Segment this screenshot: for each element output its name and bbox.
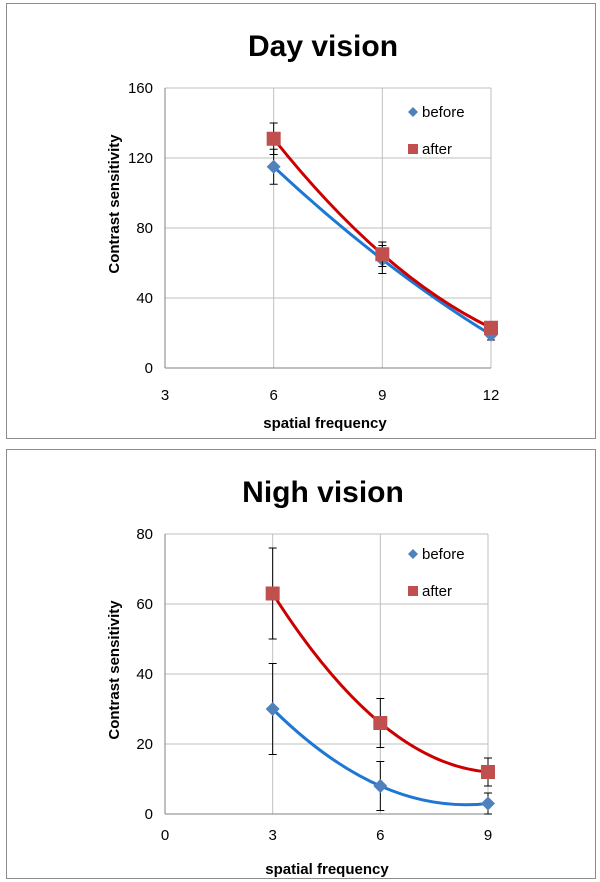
x-axis-title: spatial frequency <box>265 861 389 878</box>
y-tick-label: 80 <box>136 526 153 543</box>
x-tick-label: 9 <box>484 827 492 844</box>
y-tick-label: 40 <box>136 666 153 683</box>
legend-entry-before: before <box>408 546 465 563</box>
day-vision-chart: Day vision Contrast sensitivity spatial … <box>6 3 596 439</box>
day-vision-chart-svg: Day vision Contrast sensitivity spatial … <box>106 30 500 432</box>
series-after <box>266 122 498 335</box>
legend-marker-before <box>408 107 418 117</box>
x-tick-label: 9 <box>378 387 386 404</box>
data-point-before <box>481 796 495 811</box>
legend-marker-before <box>408 549 418 559</box>
y-tick-label: 0 <box>145 806 153 823</box>
legend-label: before <box>422 546 465 563</box>
gridlines <box>164 87 492 369</box>
x-tick-label: 3 <box>268 827 276 844</box>
y-axis-title: Contrast sensitivity <box>106 600 123 740</box>
data-point-after <box>373 716 388 730</box>
legend-entry-after: after <box>408 583 452 600</box>
legend-label: after <box>422 141 452 158</box>
legend-marker-after <box>408 586 418 596</box>
y-tick-label: 60 <box>136 596 153 613</box>
y-tick-label: 120 <box>128 150 153 167</box>
data-point-after <box>265 586 280 601</box>
legend-entry-before: before <box>408 104 465 121</box>
x-tick-label: 0 <box>161 827 169 844</box>
data-point-after <box>266 131 281 146</box>
series-before <box>265 663 495 815</box>
x-tick-label: 6 <box>269 387 277 404</box>
night-vision-chart: Nigh vision Contrast sensitivity spatial… <box>6 449 596 879</box>
x-tick-label: 6 <box>376 827 384 844</box>
data-point-after <box>375 247 390 262</box>
chart-title: Day vision <box>248 30 398 63</box>
y-tick-label: 160 <box>128 80 153 97</box>
chart-title: Nigh vision <box>242 476 404 509</box>
y-axis-title: Contrast sensitivity <box>106 134 123 274</box>
data-point-before <box>266 159 281 174</box>
legend-label: before <box>422 104 465 121</box>
y-tick-label: 0 <box>145 360 153 377</box>
series-after <box>265 547 495 787</box>
data-point-after <box>481 765 495 779</box>
x-tick-label: 12 <box>483 387 500 404</box>
x-axis-title: spatial frequency <box>263 415 387 432</box>
night-vision-chart-svg: Nigh vision Contrast sensitivity spatial… <box>106 476 495 878</box>
data-point-before <box>373 779 388 793</box>
data-point-before <box>265 702 280 716</box>
legend-entry-after: after <box>408 141 452 158</box>
data-point-after <box>484 320 498 335</box>
gridlines <box>164 533 489 815</box>
x-tick-label: 3 <box>161 387 169 404</box>
y-tick-label: 20 <box>136 736 153 753</box>
y-tick-label: 40 <box>136 290 153 307</box>
legend-marker-after <box>408 144 418 154</box>
legend-label: after <box>422 583 452 600</box>
y-tick-label: 80 <box>136 220 153 237</box>
